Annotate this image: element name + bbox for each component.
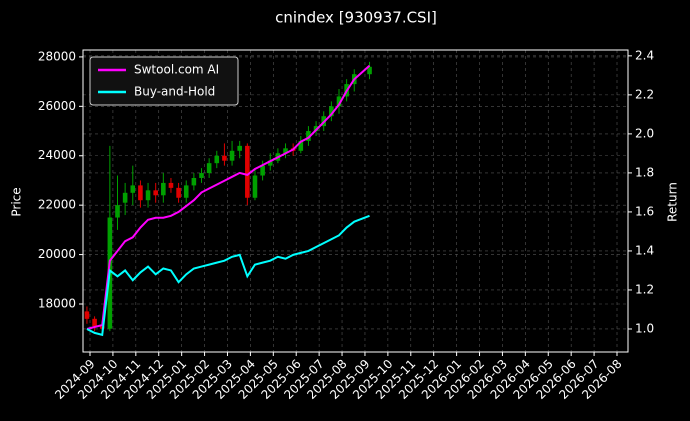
y2-tick-label: 1.2	[635, 282, 654, 296]
y2-tick-label: 2.0	[635, 126, 654, 140]
candle-body	[367, 66, 372, 75]
legend-label: Swtool.com AI	[134, 63, 219, 77]
candle-body	[153, 190, 158, 196]
candle-body	[283, 148, 288, 154]
candle-body	[229, 150, 235, 161]
series-line	[86, 214, 370, 337]
legend-box	[89, 56, 239, 106]
candle-body	[199, 173, 204, 178]
y2-tick-label: 1.4	[635, 243, 654, 257]
y-tick-label: 24000	[38, 148, 76, 162]
candle-body	[168, 182, 174, 188]
candle-body	[191, 177, 197, 186]
y2-tick-label: 1.0	[635, 321, 654, 335]
series-line	[86, 64, 371, 330]
y-tick-label: 28000	[38, 49, 76, 63]
candle-body	[130, 185, 136, 193]
candle-body	[84, 311, 90, 319]
y-axis-label: Price	[10, 187, 24, 216]
candle-body	[267, 160, 273, 166]
candle-body	[260, 165, 265, 176]
candle-body	[214, 155, 220, 164]
candle-body	[206, 163, 212, 174]
y-tick-label: 20000	[38, 247, 76, 261]
candle-body	[115, 205, 120, 218]
candle-body	[138, 185, 143, 201]
candle-body	[145, 190, 151, 201]
candle-body	[161, 182, 166, 196]
y2-tick-label: 1.8	[635, 165, 654, 179]
candle-body	[92, 318, 97, 327]
candle-body	[298, 140, 304, 151]
candle-body	[306, 131, 311, 141]
legend-label: Buy-and-Hold	[134, 85, 215, 99]
y2-tick-label: 1.6	[635, 204, 654, 218]
candle-body	[245, 145, 250, 198]
y-tick-label: 18000	[38, 296, 76, 310]
chart-title: cnindex [930937.CSI]	[275, 9, 437, 27]
y2-tick-label: 2.4	[635, 48, 654, 62]
candle-body	[222, 155, 227, 161]
y2-tick-label: 2.2	[635, 87, 654, 101]
plot-frame	[82, 49, 629, 353]
candle-body	[329, 106, 334, 117]
candle-body	[183, 185, 189, 198]
y-tick-label: 22000	[38, 198, 76, 212]
candle-body	[336, 96, 342, 107]
candle-body	[122, 192, 128, 203]
y-tick-label: 26000	[38, 99, 76, 113]
y2-axis-label: Return	[666, 182, 680, 222]
candle-body	[252, 175, 258, 198]
candle-body	[176, 187, 181, 198]
candle-body	[237, 145, 242, 151]
